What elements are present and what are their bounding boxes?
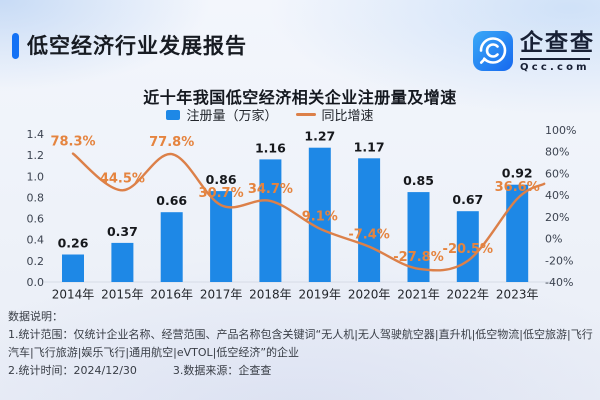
growth-line [71, 152, 546, 272]
qcc-logo-rule [520, 58, 590, 60]
left-axis-tick: 0.6 [27, 213, 45, 226]
left-axis-tick: 1.0 [27, 170, 45, 183]
x-axis-label: 2015年 [101, 288, 144, 302]
bar-2023年 [506, 184, 529, 282]
chart-plot: 0.0 0.2 0.4 0.6 0.8 1.0 1.2 1.4 -40% -20% 0% 20% 40%… [27, 124, 577, 302]
growth-label: 77.8% [149, 135, 194, 150]
footnotes: 数据说明： 1.统计范围：仅统计企业名称、经营范围、产品名称包含关键词“无人机|… [8, 308, 594, 380]
footnote-scope: 1.统计范围：仅统计企业名称、经营范围、产品名称包含关键词“无人机|无人驾驶航空… [8, 328, 593, 359]
x-axis-label: 2022年 [447, 288, 490, 302]
right-axis-tick: 60% [545, 167, 569, 180]
bar-value-label: 0.37 [107, 224, 138, 239]
legend-item-bars: 注册量（万家） [166, 105, 278, 124]
bar-value-label: 0.66 [156, 193, 187, 208]
right-axis-tick: 40% [545, 189, 569, 202]
x-axis-label: 2014年 [52, 288, 95, 302]
growth-label: 30.7% [199, 186, 244, 201]
footnote-row2: 2.统计时间：2024/12/30 3.数据来源：企查查 [8, 362, 594, 380]
growth-label: 36.6% [495, 180, 540, 195]
left-axis-tick: 0.8 [27, 191, 45, 204]
growth-label: -27.8% [393, 250, 444, 265]
bar-2021年 [407, 192, 430, 282]
legend-item-line: 同比增速 [295, 105, 374, 124]
bar-series-swatch [166, 109, 181, 120]
chart-legend: 注册量（万家） 同比增速 [0, 105, 600, 124]
bar-2015年 [111, 242, 134, 282]
title-accent-bar [12, 33, 19, 59]
right-axis-tick: 100% [545, 124, 576, 137]
bar-2019年 [308, 147, 331, 282]
x-axis-label: 2017年 [200, 288, 243, 302]
bar-series-label: 注册量（万家） [186, 109, 278, 124]
bar-2017年 [210, 191, 233, 282]
bar-2018年 [259, 159, 282, 282]
bar-2016年 [160, 212, 183, 282]
footnote-source: 3.数据来源：企查查 [172, 364, 272, 377]
x-axis-label: 2016年 [150, 288, 193, 302]
bar-value-label: 0.86 [206, 172, 237, 187]
right-axis-tick: -20% [545, 254, 573, 267]
qcc-logo: 企查查 Qcc.com [473, 31, 595, 73]
bar-value-label: 1.27 [304, 129, 335, 144]
bar-2014年 [62, 254, 84, 282]
left-axis-tick: 1.2 [27, 149, 45, 162]
right-axis-tick: 80% [545, 146, 569, 159]
right-axis-tick: 20% [545, 211, 569, 224]
growth-label: 44.5% [100, 171, 145, 186]
left-axis-tick: 0.2 [27, 255, 45, 268]
bar-value-label: 0.92 [502, 166, 533, 181]
bar-value-label: 1.16 [255, 140, 286, 155]
growth-label: 78.3% [50, 135, 95, 150]
bar-value-label: 0.85 [403, 173, 434, 188]
line-series-swatch [295, 113, 316, 116]
x-axis-label: 2021年 [397, 288, 440, 302]
growth-label: 34.7% [248, 182, 293, 197]
qcc-domain: Qcc.com [520, 62, 590, 73]
bar-2020年 [358, 158, 381, 282]
left-axis-tick: 0.4 [27, 234, 45, 247]
qcc-brand: 企查查 [520, 30, 595, 56]
bar-value-label: 0.26 [58, 236, 89, 251]
x-axis-label: 2020年 [348, 288, 391, 302]
x-axis-label: 2018年 [249, 288, 292, 302]
report-title: 低空经济行业发展报告 [27, 34, 247, 58]
growth-label: -7.4% [348, 228, 389, 243]
left-axis-tick: 1.4 [27, 128, 45, 141]
left-axis-tick: 0.0 [27, 276, 45, 289]
qcc-magnifier-icon [473, 31, 513, 71]
chart-title: 近十年我国低空经济相关企业注册量及增速 [143, 88, 457, 107]
right-axis-tick: 0% [545, 233, 562, 246]
growth-label: -20.5% [443, 242, 494, 257]
growth-label: 9.1% [302, 210, 338, 225]
footnote-time: 2.统计时间：2024/12/30 [8, 364, 137, 377]
line-series-label: 同比增速 [321, 109, 374, 124]
qcc-logo-text: 企查查 Qcc.com [520, 31, 595, 73]
x-axis-label: 2019年 [299, 288, 342, 302]
bar-value-label: 0.67 [452, 192, 483, 207]
x-axis-label: 2023年 [496, 288, 539, 302]
bar-value-label: 1.17 [354, 139, 385, 154]
footnote-heading: 数据说明： [8, 310, 63, 323]
right-axis-tick: -40% [545, 276, 573, 289]
